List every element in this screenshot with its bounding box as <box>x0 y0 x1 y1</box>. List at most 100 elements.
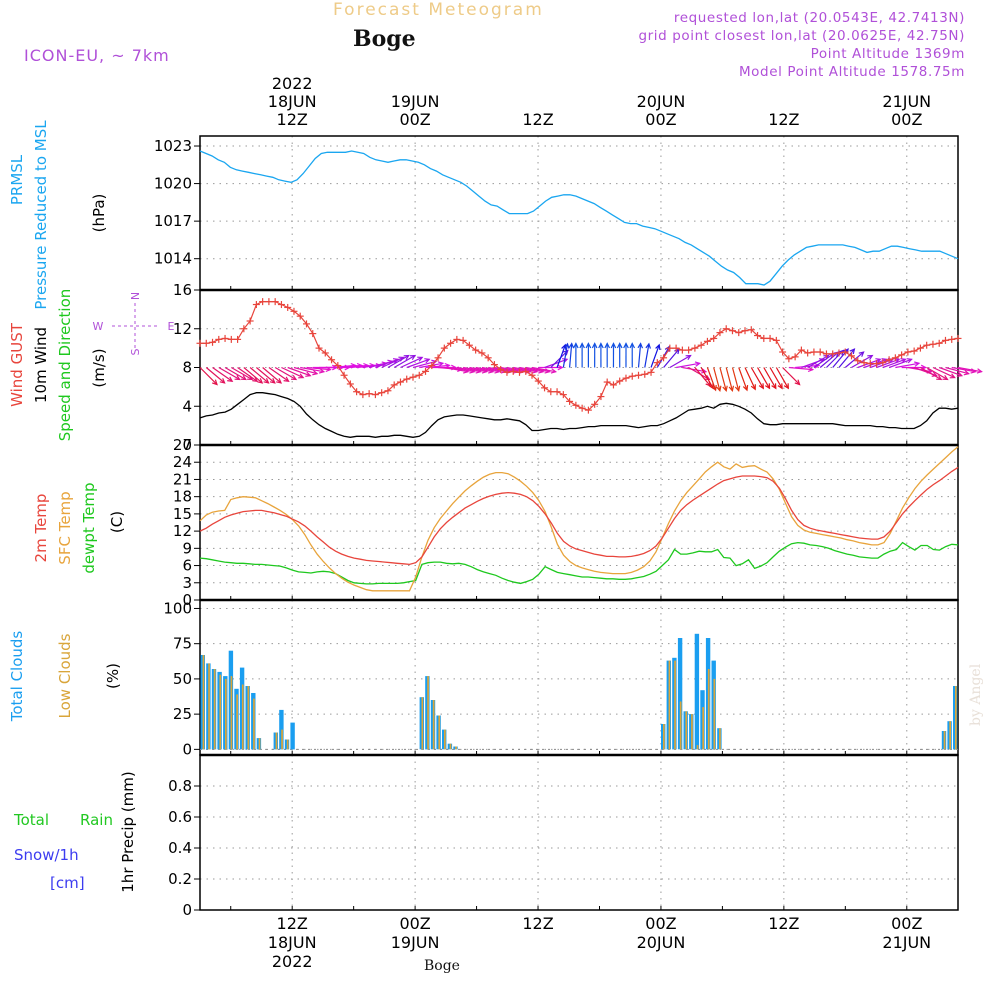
wind-arrow <box>205 367 225 384</box>
bottom-time-label: 00Z <box>891 914 922 933</box>
wind-arrow-head <box>750 384 756 391</box>
wind-arrow-head <box>573 342 579 349</box>
y-tick-label: 75 <box>173 635 192 653</box>
compass-n: N <box>129 292 142 300</box>
wind-arrow-head <box>610 342 617 349</box>
wind-arrow-head <box>777 383 783 390</box>
y-tick-label: 25 <box>173 705 192 723</box>
wind-arrow <box>550 350 569 368</box>
y-tick-label: 3 <box>182 574 192 592</box>
low-cloud-bar <box>253 698 255 750</box>
y-tick-label: 16 <box>173 281 192 299</box>
wind-arrow-head <box>212 379 218 386</box>
y-tick-label: 0.8 <box>168 777 192 795</box>
wind-arrow-head <box>403 354 410 361</box>
cloud-bars <box>200 633 958 750</box>
bottom-time-label: 12Z <box>522 914 553 933</box>
requested-coords: requested lon,lat (20.0543E, 42.7413N) <box>673 10 965 26</box>
wind-arrow <box>556 344 566 368</box>
wind-arrow <box>819 351 839 368</box>
wind-arrow <box>400 356 423 369</box>
wind-arrow <box>750 367 764 389</box>
model-label: ICON-EU, ~ 7km <box>24 46 170 65</box>
wind-arrow <box>544 358 568 369</box>
top-time-label: 00Z <box>399 110 430 129</box>
wind-speed-line <box>199 392 959 438</box>
low-cloud-bar <box>202 655 205 750</box>
wind-arrow <box>469 366 494 373</box>
wind-arrow <box>393 354 416 369</box>
wind-arrow-head <box>298 373 305 379</box>
y-tick-label: 18 <box>173 488 192 506</box>
legend-rain: Rain <box>80 811 113 829</box>
wind-arrow <box>444 366 469 373</box>
wind-arrow <box>287 366 311 377</box>
pressure-panel: 1014 1017 1020 1023 <box>154 135 959 291</box>
wind-arrow <box>731 367 740 391</box>
dewpt-label: dewpt Temp <box>80 482 98 573</box>
wind-arrow <box>895 362 920 369</box>
wind-arrow-head <box>585 342 592 349</box>
wind-arrow <box>249 367 269 384</box>
bottom-time-label: 00Z <box>399 914 430 933</box>
wind-arrow-head <box>557 364 564 371</box>
wind-arrow-head <box>742 385 749 392</box>
wind-direction-label: Speed and Direction <box>56 289 74 442</box>
wind-arrow-head <box>807 366 815 373</box>
panel-frame <box>199 135 959 291</box>
low-cloud-bar <box>685 711 688 750</box>
wind-arrow-head <box>814 362 821 369</box>
wind-arrow <box>951 366 976 373</box>
wind-arrow-head <box>568 342 575 349</box>
super-title: Forecast Meteogram <box>333 0 544 20</box>
wind-arrow-head <box>561 343 567 350</box>
temp-unit: (C) <box>108 511 126 533</box>
wind-arrow-head <box>290 374 298 381</box>
low-cloud-bar <box>449 743 452 750</box>
sfc-temp-line <box>199 446 959 592</box>
y-tick-label: 15 <box>173 505 192 523</box>
wind-arrow-head <box>305 371 312 377</box>
wind-arrow <box>255 367 276 384</box>
wind-arrow-head <box>758 383 764 390</box>
y-tick-label: 0 <box>182 901 192 919</box>
wind-arrow <box>293 366 318 375</box>
wind-arrow <box>387 354 410 369</box>
wind-arrow <box>725 367 733 391</box>
wind-arrow-head <box>875 358 882 364</box>
low-cloud-bar <box>421 697 424 750</box>
wind-arrow <box>231 366 253 381</box>
legend-snow: Snow/1h <box>14 846 79 864</box>
wind-arrow-head <box>722 385 728 392</box>
wind-arrow <box>939 366 963 377</box>
wind-arrow-head <box>783 383 789 390</box>
wind-arrow-head <box>276 378 282 384</box>
wind-arrow <box>525 366 550 373</box>
sfc-label: SFC Temp <box>56 491 74 564</box>
low-cloud-bar <box>444 729 446 750</box>
wind-arrow-head <box>598 342 604 349</box>
wind-arrow <box>519 366 544 373</box>
compass-rose: W E N S <box>93 292 175 356</box>
panel-frame <box>199 599 959 756</box>
wind-arrow <box>744 367 756 390</box>
temp2m-line <box>199 466 959 566</box>
low-cloud-bar <box>230 676 233 750</box>
wind-arrow <box>199 367 218 385</box>
y-tick-label: 0 <box>182 436 192 454</box>
wind-arrow-head <box>936 374 943 381</box>
compass-s: S <box>129 348 142 355</box>
low-cloud-bar <box>275 732 278 750</box>
wind-arrow-head <box>867 354 874 361</box>
legend-cm: [cm] <box>50 874 85 892</box>
y-tick-label: 21 <box>173 470 192 488</box>
wind-arrow <box>844 351 864 368</box>
wind-arrow <box>700 367 714 389</box>
wind-arrow <box>782 367 801 385</box>
pressure-label-short: PRMSL <box>8 154 26 205</box>
low-cloud-bar <box>455 746 457 750</box>
wind-arrow <box>481 366 506 373</box>
total-cloud-bar <box>694 633 700 750</box>
